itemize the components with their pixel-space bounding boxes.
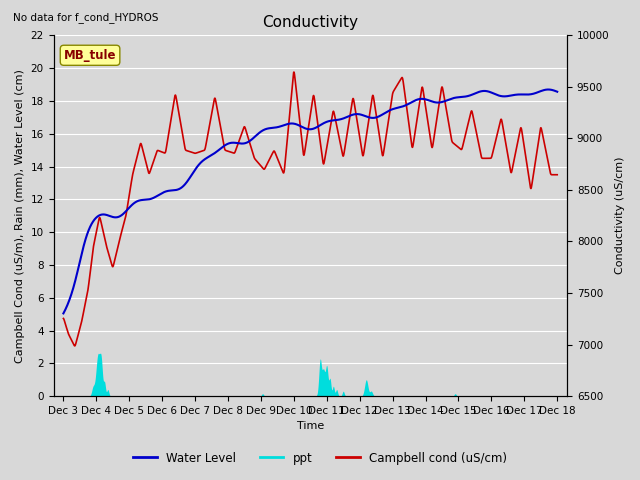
Y-axis label: Conductivity (uS/cm): Conductivity (uS/cm) [615,157,625,275]
Text: MB_tule: MB_tule [64,49,116,62]
X-axis label: Time: Time [297,421,324,432]
Title: Conductivity: Conductivity [262,15,358,30]
Legend: Water Level, ppt, Campbell cond (uS/cm): Water Level, ppt, Campbell cond (uS/cm) [128,447,512,469]
Text: No data for f_cond_HYDROS: No data for f_cond_HYDROS [13,12,158,23]
Y-axis label: Campbell Cond (uS/m), Rain (mm), Water Level (cm): Campbell Cond (uS/m), Rain (mm), Water L… [15,69,25,363]
